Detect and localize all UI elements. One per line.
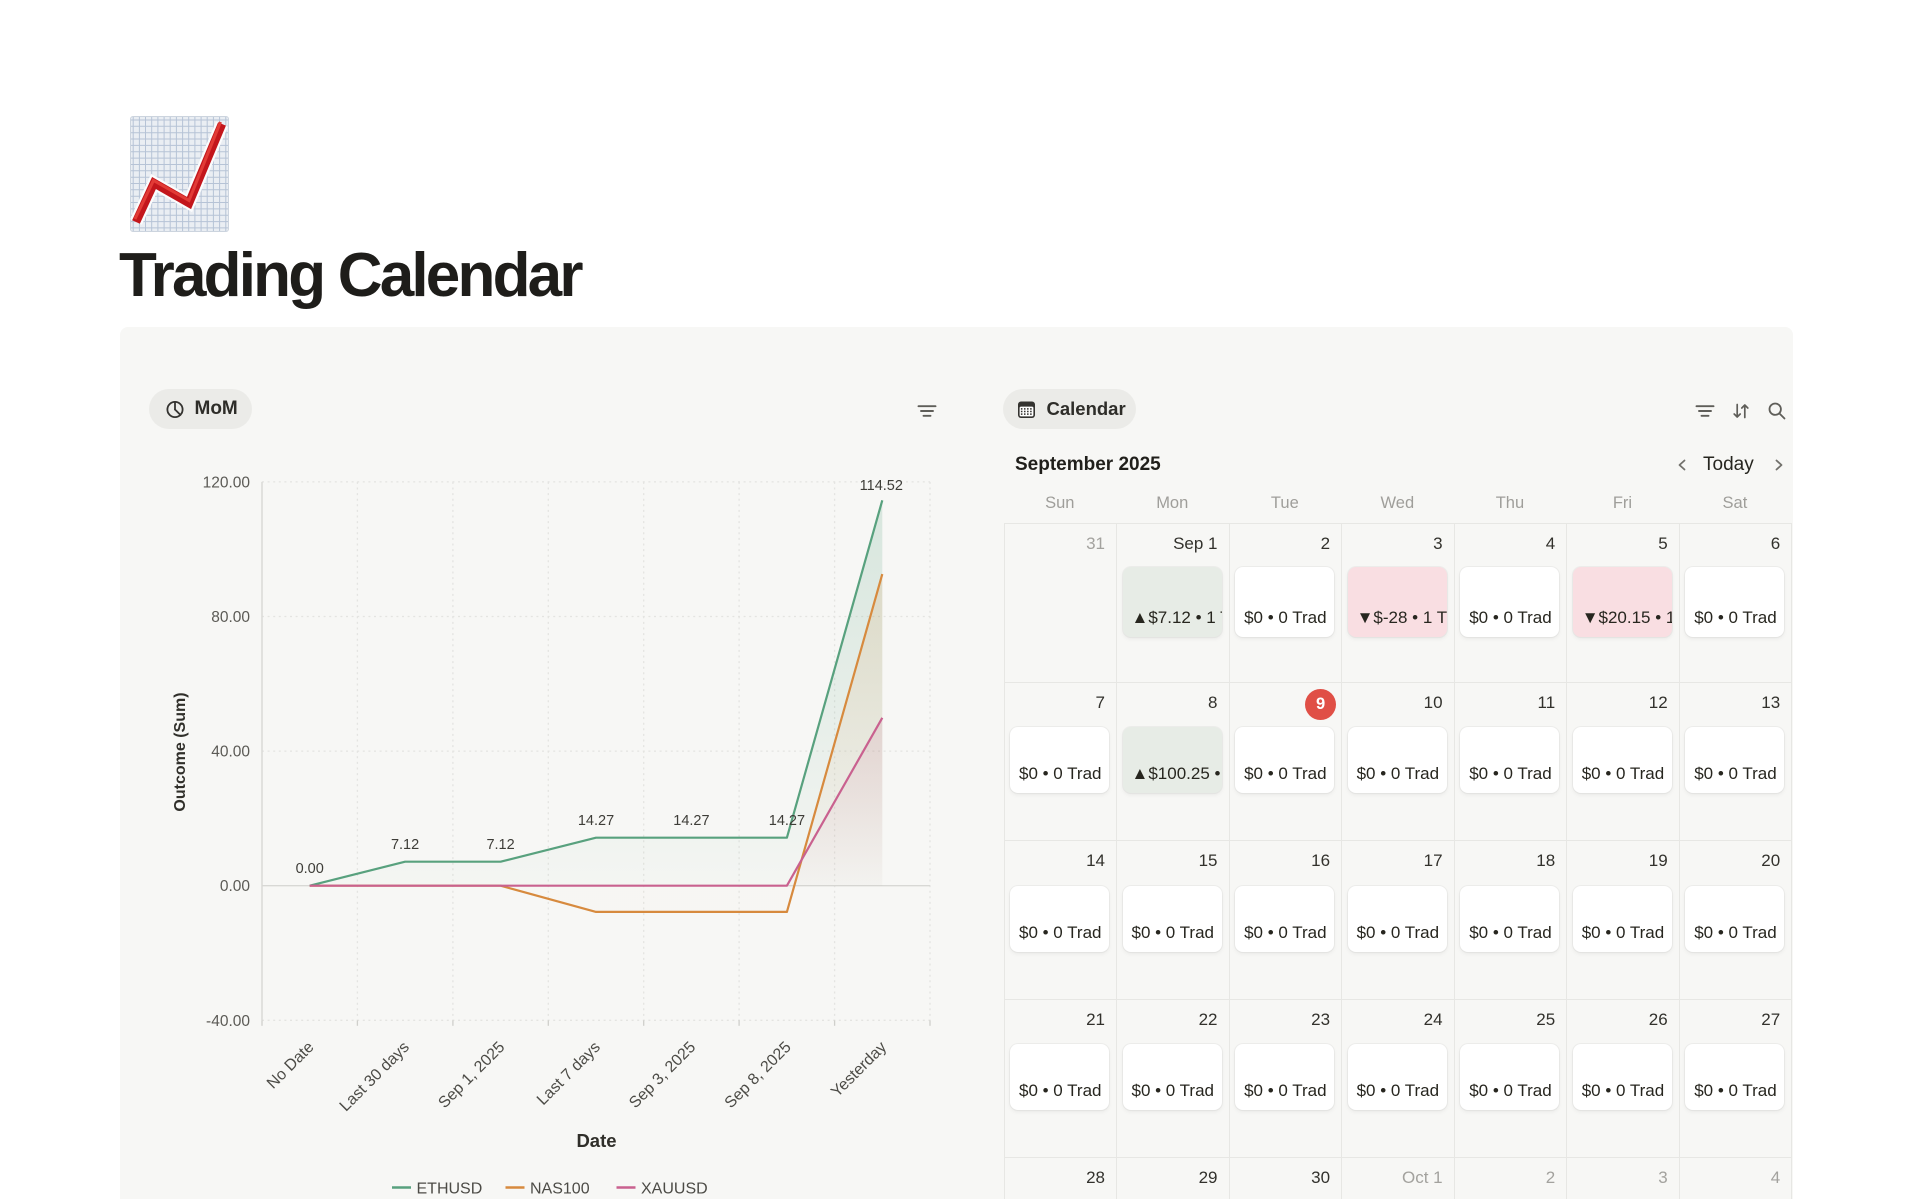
- svg-text:XAUUSD: XAUUSD: [641, 1181, 708, 1198]
- svg-text:-40.00: -40.00: [206, 1013, 250, 1030]
- svg-text:NAS100: NAS100: [530, 1181, 590, 1198]
- svg-text:14.27: 14.27: [769, 813, 805, 829]
- svg-text:Sep 1, 2025: Sep 1, 2025: [435, 1039, 508, 1112]
- svg-text:ETHUSD: ETHUSD: [417, 1181, 483, 1198]
- svg-text:0.00: 0.00: [296, 861, 324, 877]
- svg-text:Yesterday: Yesterday: [828, 1039, 890, 1101]
- svg-text:120.00: 120.00: [203, 474, 251, 491]
- svg-text:Outcome (Sum): Outcome (Sum): [172, 692, 189, 811]
- svg-text:7.12: 7.12: [391, 837, 419, 853]
- svg-text:7.12: 7.12: [486, 837, 514, 853]
- svg-text:0.00: 0.00: [220, 878, 251, 895]
- svg-text:114.52: 114.52: [860, 478, 903, 494]
- svg-text:Sep 8, 2025: Sep 8, 2025: [722, 1039, 795, 1112]
- svg-text:No Date: No Date: [264, 1039, 318, 1093]
- svg-text:14.27: 14.27: [673, 813, 709, 829]
- svg-text:40.00: 40.00: [211, 744, 250, 761]
- svg-text:Date: Date: [576, 1130, 616, 1151]
- svg-text:Sep 3, 2025: Sep 3, 2025: [626, 1039, 699, 1112]
- svg-text:14.27: 14.27: [578, 813, 614, 829]
- svg-text:Last 30 days: Last 30 days: [337, 1039, 413, 1115]
- svg-text:Last 7 days: Last 7 days: [534, 1039, 604, 1109]
- svg-text:80.00: 80.00: [211, 609, 250, 626]
